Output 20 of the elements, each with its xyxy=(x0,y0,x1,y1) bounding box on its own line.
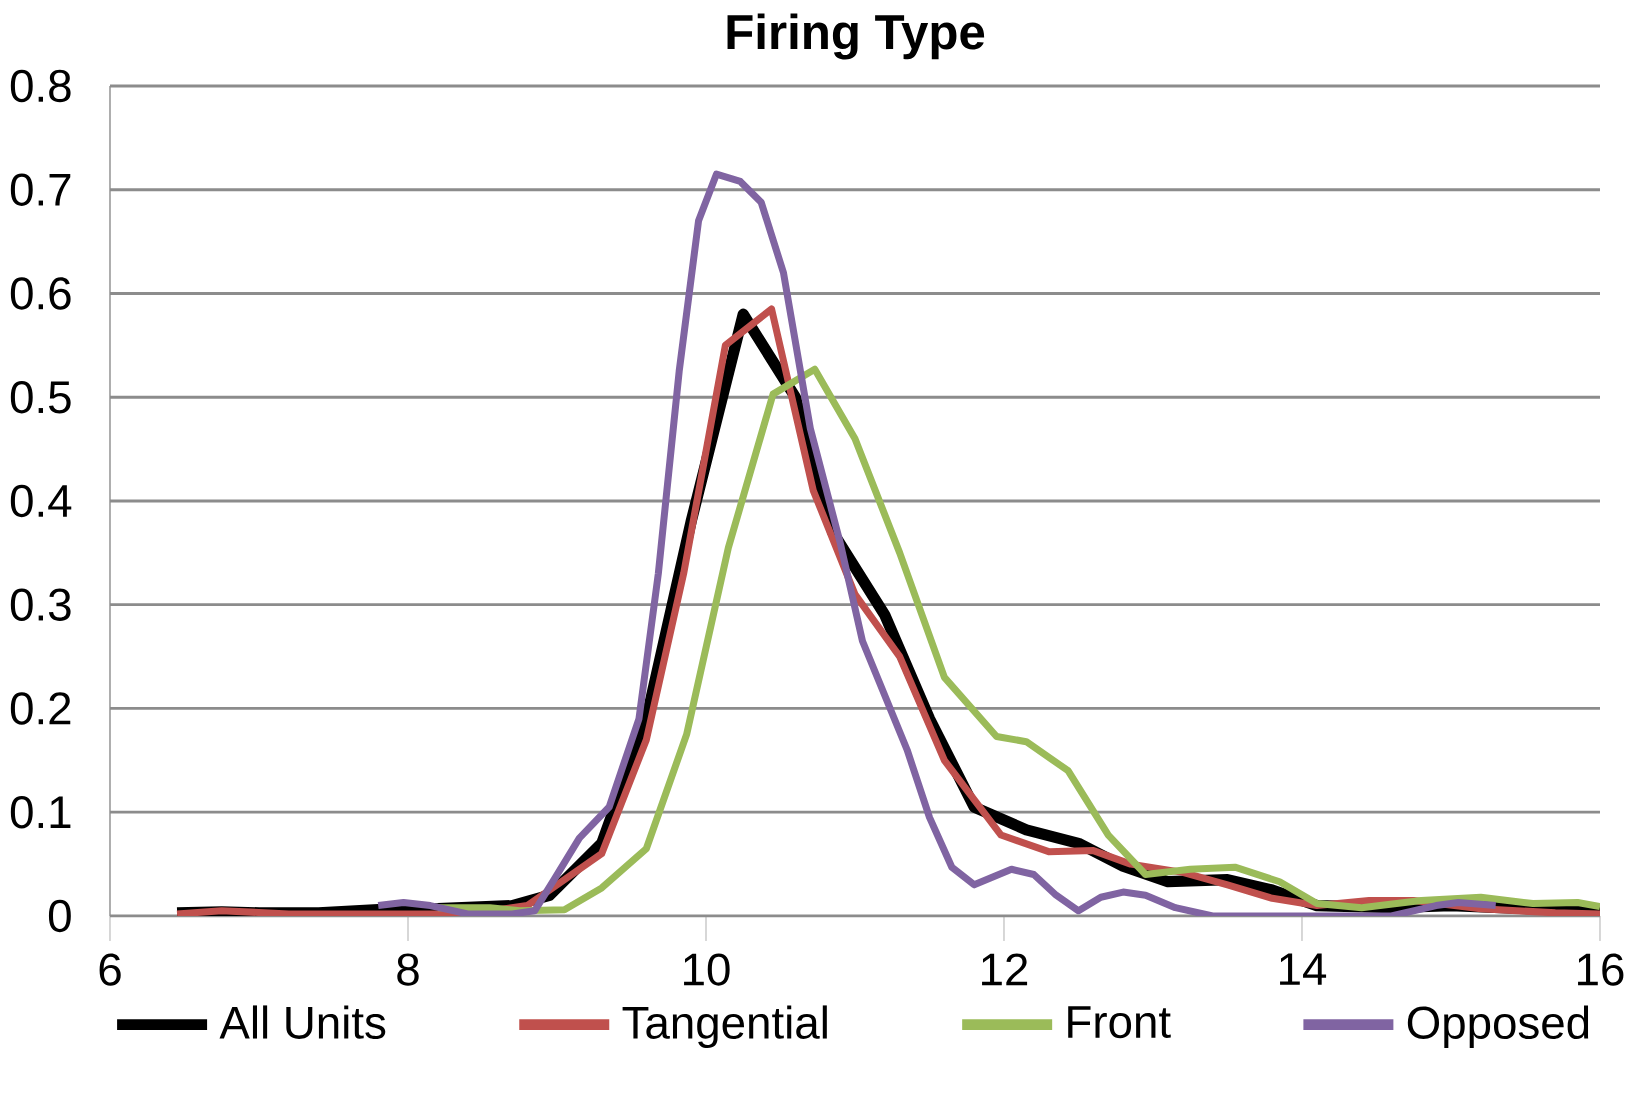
x-tick-label: 10 xyxy=(684,953,730,986)
y-tick-label: 0.7 xyxy=(10,173,71,206)
y-tick-label: 0.8 xyxy=(10,69,71,103)
legend-label: Front xyxy=(1068,1006,1171,1039)
x-tick-label: 14 xyxy=(1280,953,1327,985)
x-tick-label: 8 xyxy=(397,953,419,986)
x-tick-label: 12 xyxy=(982,953,1028,986)
y-tick-label: 0 xyxy=(48,899,71,933)
x-tick-label: 16 xyxy=(1578,953,1624,986)
y-tick-label: 0.1 xyxy=(10,796,71,829)
legend-label: Tangential xyxy=(622,1005,827,1049)
y-tick-label: 0.4 xyxy=(10,484,72,518)
y-tick-label: 0.5 xyxy=(10,381,71,414)
chart-title: Firing Type xyxy=(727,13,985,60)
y-tick-label: 0.2 xyxy=(10,692,71,725)
legend-label: All Units xyxy=(219,1005,386,1039)
legend-label: Opposed xyxy=(1407,1005,1589,1049)
y-tick-label: 0.3 xyxy=(10,588,71,621)
x-tick-label: 6 xyxy=(99,953,121,986)
y-tick-label: 0.6 xyxy=(10,277,71,310)
